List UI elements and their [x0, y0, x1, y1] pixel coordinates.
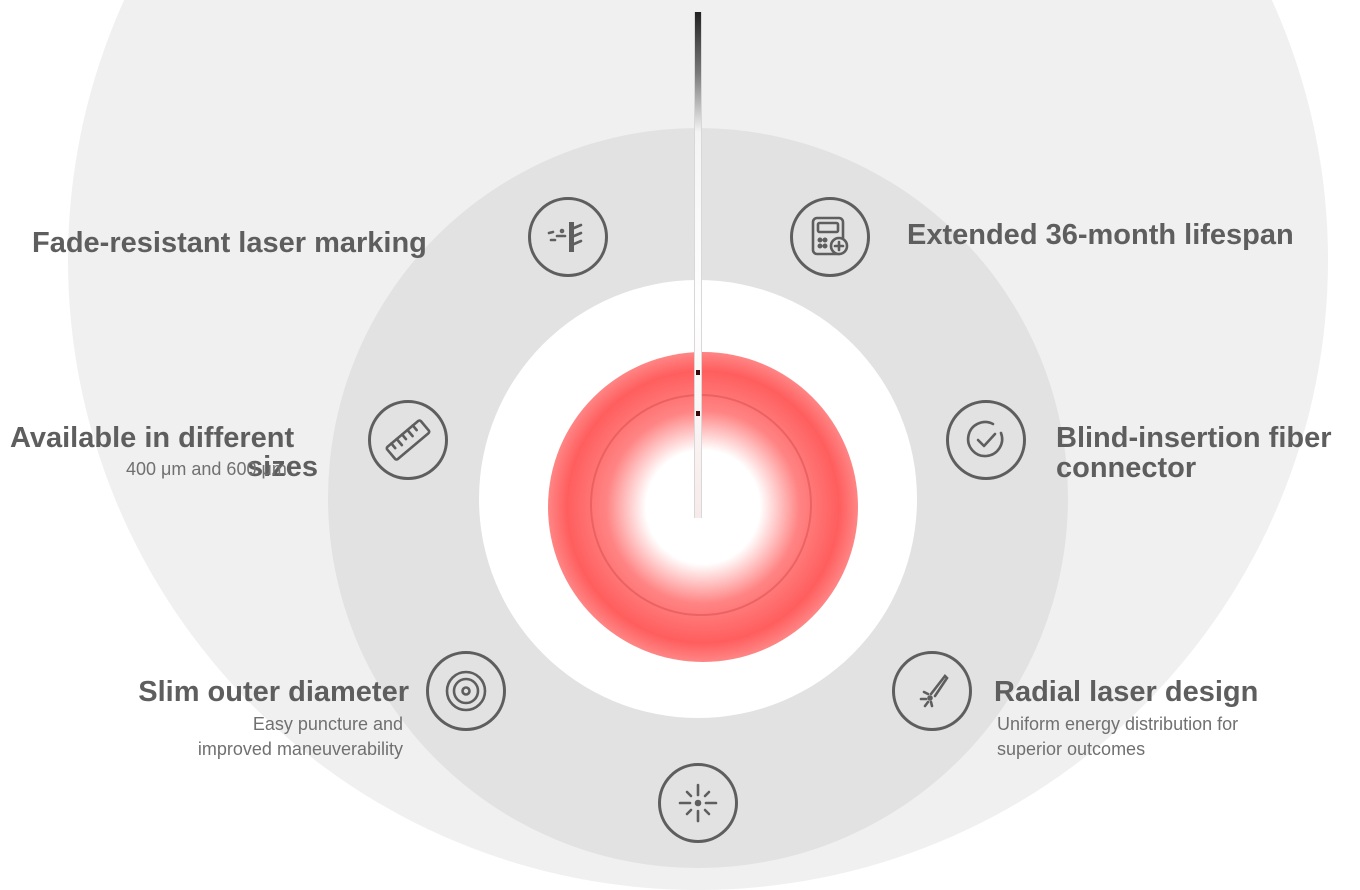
lifespan-icon [790, 197, 870, 277]
feature-title-fade-resistant: Fade-resistant laser marking [32, 227, 427, 259]
radial-laser-icon [892, 651, 972, 731]
feature-title-blind-insertion-line1: Blind-insertion fiber [1056, 422, 1332, 454]
feature-subtitle-sizes: 400 μm and 600 μm [126, 459, 287, 479]
feature-subtitle-slim-line2: improved maneuverability [197, 739, 403, 759]
laser-fiber [694, 12, 702, 518]
fiber-marking [696, 411, 700, 416]
feature-subtitle-slim-line1: Easy puncture and [252, 714, 403, 734]
feature-subtitle-radial-line1: Uniform energy distribution for [997, 714, 1239, 734]
light-burst-icon [658, 763, 738, 843]
sizes-title-line1: Available in different [10, 422, 295, 454]
check-circle-icon [946, 400, 1026, 480]
feature-title-lifespan: Extended 36-month lifespan [907, 219, 1294, 251]
ruler-icon [368, 400, 448, 480]
feature-title-blind-insertion-line2: connector [1056, 452, 1197, 484]
feature-sizes-line2: sizes [247, 452, 318, 483]
feature-subtitle-radial-line2: superior outcomes [997, 739, 1146, 759]
sizes-title-line2: sizes [247, 451, 318, 483]
feature-title-slim-diameter: Slim outer diameter [138, 676, 409, 708]
feature-title-radial-laser: Radial laser design [994, 676, 1259, 708]
feature-title-sizes: Available in different [10, 423, 294, 454]
concentric-circles-icon [426, 651, 506, 731]
fiber-marking [696, 370, 700, 375]
laser-marking-icon [528, 197, 608, 277]
